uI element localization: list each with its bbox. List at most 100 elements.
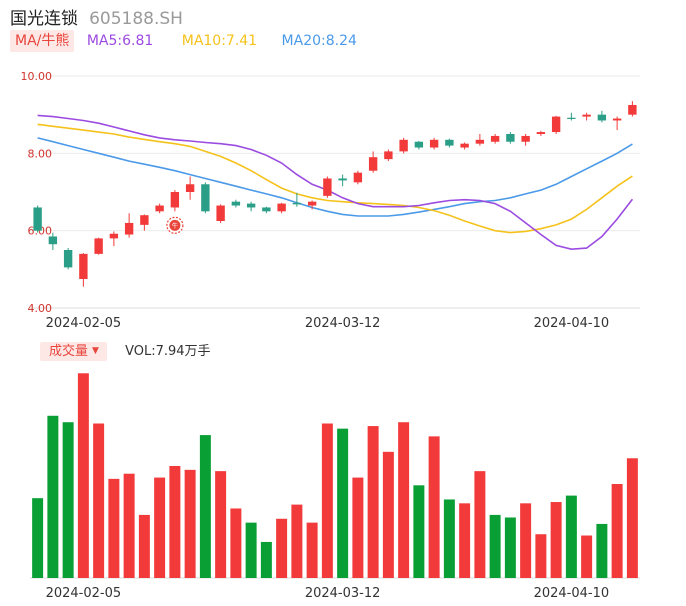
volume-bar[interactable] (215, 471, 227, 578)
volume-bar[interactable] (611, 484, 623, 578)
volume-bar[interactable] (535, 534, 547, 578)
volume-bar[interactable] (352, 477, 364, 578)
volume-bar[interactable] (291, 504, 303, 578)
candle[interactable] (63, 248, 73, 270)
volume-bar[interactable] (413, 485, 425, 578)
candle[interactable] (262, 206, 271, 214)
candle-body (246, 203, 256, 208)
ma-indicator-selector[interactable]: MA/牛熊 (10, 30, 75, 52)
candle[interactable] (490, 134, 500, 144)
candle[interactable] (79, 253, 88, 287)
candle-body (460, 143, 469, 148)
candle[interactable] (307, 200, 317, 210)
candle[interactable] (567, 112, 576, 121)
volume-bar[interactable] (93, 423, 105, 579)
volume-bar[interactable] (626, 458, 638, 578)
volume-bar[interactable] (596, 523, 608, 578)
candle[interactable] (246, 201, 256, 212)
volume-xtick-label: 2024-02-05 (46, 586, 122, 601)
bull-marker[interactable]: 牛 (166, 216, 184, 234)
candle[interactable] (414, 140, 424, 150)
volume-indicator-selector[interactable]: 成交量 ▼ (40, 342, 107, 361)
candle-body (170, 192, 180, 208)
volume-bar[interactable] (199, 435, 211, 578)
volume-bar[interactable] (443, 499, 455, 578)
candle[interactable] (582, 112, 591, 121)
volume-bar[interactable] (230, 508, 242, 578)
volume-bar[interactable] (184, 469, 196, 578)
candle[interactable] (338, 174, 347, 187)
volume-bar[interactable] (428, 436, 440, 578)
volume-bar[interactable] (489, 514, 501, 578)
candle-body (628, 105, 637, 115)
candle[interactable] (170, 190, 180, 212)
ma-legend: MA/牛熊 MA5:6.81 MA10:7.41 MA20:8.24 (10, 30, 357, 54)
candle[interactable] (399, 137, 408, 154)
volume-bar[interactable] (47, 415, 59, 578)
candle[interactable] (48, 232, 58, 250)
title-row: 国光连锁 605188.SH (10, 4, 183, 29)
candle[interactable] (521, 134, 530, 146)
candle[interactable] (368, 151, 378, 173)
candle[interactable] (628, 101, 637, 117)
candle[interactable] (353, 170, 363, 185)
candle-body (323, 178, 332, 196)
ma10-legend-label: MA10:7.41 (181, 33, 258, 49)
volume-bar[interactable] (367, 426, 379, 578)
volume-bar[interactable] (382, 451, 394, 578)
candle[interactable] (536, 130, 546, 136)
volume-bar[interactable] (32, 498, 44, 578)
volume-bar[interactable] (260, 541, 272, 578)
candle[interactable] (201, 182, 210, 214)
volume-bar[interactable] (520, 503, 532, 578)
candle[interactable] (506, 132, 515, 144)
candle[interactable] (612, 116, 622, 131)
ma20-legend-label: MA20:8.24 (281, 33, 357, 49)
candle[interactable] (460, 142, 469, 150)
ma5-legend-label: MA5:6.81 (86, 33, 154, 49)
volume-bar[interactable] (504, 517, 516, 578)
volume-bar[interactable] (62, 422, 74, 578)
price-chart[interactable]: 10.008.006.004.00 牛 2024-02-05 2024-03-12… (0, 0, 686, 340)
volume-bar[interactable] (581, 535, 593, 578)
candle-body (124, 222, 134, 235)
volume-bar[interactable] (565, 495, 577, 578)
volume-bar[interactable] (123, 473, 135, 578)
candle[interactable] (475, 134, 485, 146)
candle[interactable] (384, 149, 393, 162)
ma20-line (37, 137, 633, 217)
candle-body (597, 114, 607, 121)
volume-bar[interactable] (154, 477, 166, 578)
candle[interactable] (597, 110, 607, 123)
volume-bar[interactable] (108, 478, 120, 578)
volume-bar[interactable] (474, 471, 486, 578)
volume-bar[interactable] (550, 502, 562, 578)
volume-bar[interactable] (245, 522, 257, 578)
volume-bar[interactable] (169, 465, 181, 578)
candle[interactable] (231, 199, 241, 208)
volume-bar[interactable] (337, 428, 349, 578)
candle[interactable] (277, 202, 286, 214)
candle[interactable] (109, 231, 119, 247)
volume-bar[interactable] (459, 503, 471, 578)
volume-bar[interactable] (276, 518, 288, 578)
candle[interactable] (185, 176, 195, 200)
volume-bar[interactable] (138, 514, 150, 578)
candle[interactable] (445, 138, 454, 148)
volume-bar[interactable] (321, 423, 333, 579)
candle[interactable] (216, 204, 225, 223)
volume-bar[interactable] (398, 422, 410, 578)
candle-body (277, 203, 286, 212)
candle[interactable] (140, 214, 149, 231)
volume-bar[interactable] (306, 522, 318, 578)
candle[interactable] (33, 205, 42, 233)
volume-bar[interactable] (77, 373, 89, 578)
candle-body (353, 172, 363, 183)
candle[interactable] (94, 237, 103, 255)
candle[interactable] (323, 176, 332, 198)
candle[interactable] (551, 115, 561, 134)
candle[interactable] (124, 213, 134, 238)
candle[interactable] (429, 137, 439, 150)
candle[interactable] (292, 192, 302, 207)
candle[interactable] (155, 203, 164, 214)
